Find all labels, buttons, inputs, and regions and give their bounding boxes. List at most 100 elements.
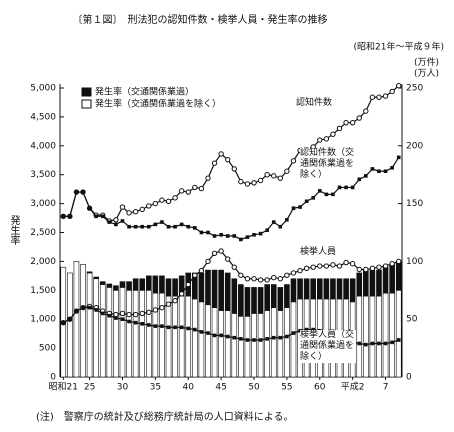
point [178,188,185,194]
point [94,214,98,219]
point [390,165,394,170]
point [61,320,66,325]
point [186,326,191,331]
bar [382,266,389,294]
line-annotation: 認知件数（交通関係業過を除く） [300,148,356,181]
point [179,325,184,330]
bar [132,289,139,378]
bar [244,287,251,317]
y-tick-label: 2,000 [30,257,56,267]
point [343,259,349,266]
point [87,305,92,310]
point [212,333,217,338]
bar [126,289,132,378]
point [199,230,204,235]
point [291,206,296,211]
point [127,224,131,229]
bar [395,289,402,378]
bar [231,313,238,378]
bar [119,281,126,288]
x-tick-label: 60 [314,383,326,393]
chart-title: 〔第１図〕 刑法犯の認知件数・検挙人員・発生率の推移 [73,13,328,26]
point [297,267,303,274]
point [285,334,289,339]
point [87,206,92,211]
y2-tick-label: 250 [406,84,423,94]
point [356,266,362,273]
bar [257,313,264,378]
point [172,298,178,304]
y-tick-label: 0 [50,373,56,383]
point [311,196,316,200]
bar [172,278,178,297]
y-tick-label: 1,000 [30,315,56,325]
point [285,217,289,222]
bar [152,292,159,378]
bar [145,289,152,378]
point [278,224,283,229]
bar [356,295,363,378]
bar [73,261,80,378]
point [317,137,323,143]
bar [218,269,224,311]
point [244,276,251,282]
point [205,175,211,181]
bar [303,278,310,300]
bar [297,278,303,300]
point [370,341,375,346]
point [199,330,204,334]
point [369,265,376,272]
point [257,277,264,283]
y-tick-label: 5,000 [30,84,56,94]
point [225,156,231,163]
point [251,180,257,186]
point [165,198,172,204]
point [179,222,184,227]
point [173,224,177,229]
bar [211,269,218,308]
point [74,309,79,313]
point [264,172,270,178]
point [133,320,138,325]
x-tick-label: 30 [117,383,129,393]
point [290,158,297,164]
y-tick-label: 4,000 [30,141,56,151]
point [120,317,125,321]
point [389,261,395,267]
point [349,119,356,126]
x-tick-label: 35 [150,383,161,393]
point [126,210,132,216]
point [303,265,310,272]
x-tick-label: 50 [248,383,260,393]
bar [93,276,99,280]
point [211,160,218,166]
line [63,250,399,324]
bar [159,275,165,294]
x-tick-label: 平成2 [341,381,365,393]
bar [284,307,290,378]
point [166,224,171,229]
bar [264,284,270,311]
point [257,177,264,184]
point [159,304,165,311]
bar [113,285,119,291]
point [244,181,251,187]
bar [389,292,395,378]
bar [67,272,73,378]
point [193,226,197,230]
point [317,189,322,193]
point [232,234,237,238]
point [100,214,105,219]
line [63,85,400,222]
point [232,335,237,340]
bar [224,310,231,378]
point [81,190,85,194]
bar [257,287,264,314]
bar [363,269,369,297]
bar [376,269,382,297]
bar [330,278,336,300]
point [212,234,217,238]
point [192,184,198,191]
point [219,333,223,338]
point [140,224,145,229]
